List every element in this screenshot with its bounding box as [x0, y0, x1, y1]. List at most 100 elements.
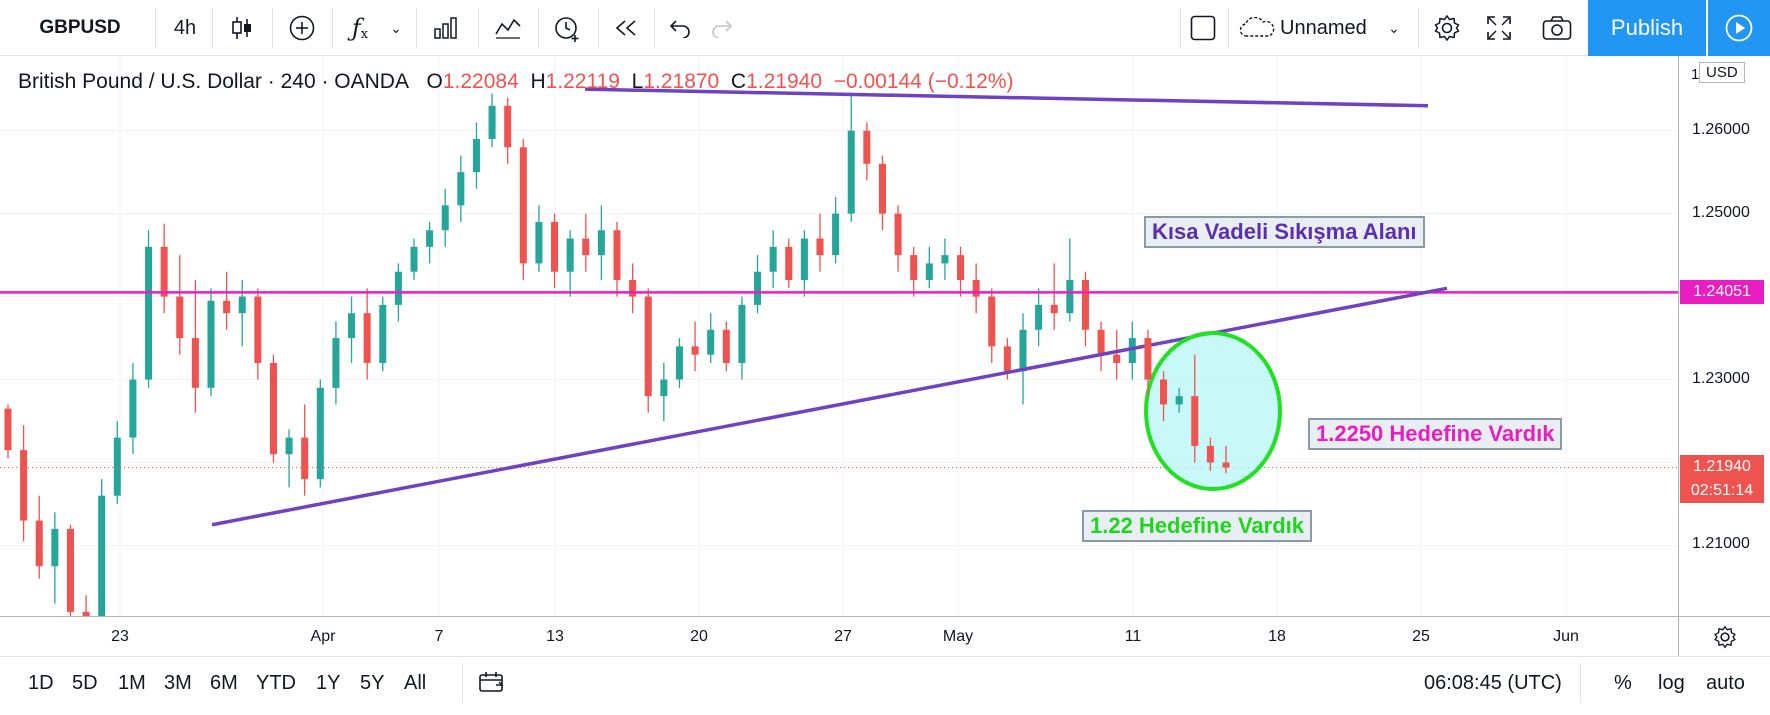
- candle-down: [878, 163, 886, 214]
- price-tick-label: 1.25000: [1692, 203, 1750, 221]
- candle-down: [82, 611, 90, 616]
- candle-up: [457, 172, 465, 206]
- range-button-1y[interactable]: 1Y: [316, 671, 341, 694]
- candle-up: [51, 528, 59, 567]
- candle-up: [1035, 304, 1043, 330]
- financials-icon[interactable]: [422, 0, 470, 56]
- currency-button[interactable]: USD: [1699, 62, 1745, 83]
- chevron-down-icon[interactable]: ⌄: [1388, 19, 1400, 36]
- interval-button[interactable]: 4h: [160, 0, 210, 56]
- symbol-search-button[interactable]: GBPUSD: [10, 0, 150, 56]
- candle-down: [4, 408, 12, 451]
- time-tick-label: May: [942, 628, 974, 645]
- date-range-icon[interactable]: [478, 657, 506, 709]
- chart-templates-icon[interactable]: [484, 0, 532, 56]
- legend-title: British Pound / U.S. Dollar · 240 · OAND…: [18, 70, 409, 93]
- candle-up: [832, 213, 840, 256]
- support-trendline[interactable]: [211, 286, 1448, 527]
- candle-down: [223, 300, 231, 314]
- annotation-target-2[interactable]: 1.22 Hedefine Vardık: [1082, 510, 1312, 542]
- time-tick-label: Apr: [310, 628, 336, 645]
- range-button-all[interactable]: All: [404, 671, 427, 694]
- range-button-1d[interactable]: 1D: [28, 671, 54, 694]
- layout-select-icon[interactable]: [1186, 0, 1220, 56]
- time-tick-label: 27: [834, 628, 852, 645]
- candle-up: [847, 130, 855, 214]
- candle-up: [394, 271, 402, 305]
- annotation-compression[interactable]: Kısa Vadeli Sıkışma Alanı: [1144, 216, 1425, 248]
- time-axis[interactable]: [0, 616, 1678, 656]
- alert-clock-icon[interactable]: [544, 0, 592, 56]
- layout-name: Unnamed: [1280, 16, 1367, 39]
- range-button-ytd[interactable]: YTD: [256, 671, 296, 694]
- candle-down: [35, 520, 43, 567]
- cloud-icon[interactable]: [1236, 0, 1278, 56]
- price-axis[interactable]: 1 USD: [1678, 56, 1770, 616]
- legend-high-value: 1.22119: [545, 70, 620, 93]
- legend-close-label: C: [730, 70, 747, 93]
- toolbar-divider: [1228, 8, 1229, 48]
- candle-up: [738, 304, 746, 363]
- resistance-trendline[interactable]: [584, 87, 1429, 108]
- fullscreen-icon[interactable]: [1476, 0, 1522, 56]
- candle-down: [1206, 445, 1214, 463]
- price-tick-label: 1.23000: [1692, 369, 1750, 387]
- range-button-1m[interactable]: 1M: [118, 671, 146, 694]
- candle-down: [863, 130, 871, 164]
- legend-open-value: 1.22084: [442, 70, 519, 93]
- candle-down: [957, 255, 965, 280]
- candle-up: [566, 238, 574, 272]
- compare-add-icon[interactable]: [278, 0, 326, 56]
- candle-down: [66, 528, 74, 612]
- candle-down: [1081, 280, 1089, 330]
- candle-up: [1019, 329, 1027, 372]
- chevron-down-icon[interactable]: ⌄: [390, 19, 402, 36]
- legend-high-label: H: [530, 70, 546, 93]
- camera-icon[interactable]: [1534, 0, 1580, 56]
- replay-icon[interactable]: [604, 0, 648, 56]
- utc-clock[interactable]: 06:08:45 (UTC): [1424, 671, 1562, 694]
- toolbar-divider: [1580, 663, 1581, 703]
- redo-icon[interactable]: [702, 0, 742, 56]
- price-chart[interactable]: [0, 56, 1678, 616]
- candle-up: [379, 304, 387, 363]
- auto-toggle[interactable]: auto: [1706, 671, 1745, 694]
- target-ellipse[interactable]: [1144, 331, 1282, 491]
- candle-up: [769, 246, 777, 272]
- layout-name-button[interactable]: Unnamed: [1280, 0, 1380, 56]
- candle-up: [1128, 338, 1136, 363]
- chart-settings-corner[interactable]: [1678, 616, 1770, 656]
- candle-down: [582, 238, 590, 256]
- play-button[interactable]: [1708, 0, 1770, 56]
- toolbar-divider: [1180, 8, 1181, 48]
- gear-icon[interactable]: [1424, 0, 1470, 56]
- candle-up: [316, 387, 324, 480]
- candles-style-icon[interactable]: [218, 0, 266, 56]
- range-button-6m[interactable]: 6M: [210, 671, 238, 694]
- log-toggle[interactable]: log: [1658, 671, 1685, 694]
- candle-down: [785, 246, 793, 280]
- candle-down: [20, 450, 28, 521]
- annotation-target-1[interactable]: 1.2250 Hedefine Vardık: [1308, 418, 1563, 450]
- legend-close-value: 1.21940: [746, 70, 823, 93]
- candlestick-series: [4, 93, 1136, 616]
- horizontal-level-tag: 1.24051: [1680, 280, 1764, 305]
- time-tick-label: 11: [1124, 628, 1142, 645]
- range-button-5d[interactable]: 5D: [72, 671, 98, 694]
- publish-button[interactable]: Publish: [1588, 0, 1706, 56]
- bottom-toolbar: 1D 5D 1M 3M 6M YTD 1Y 5Y All 06:08:45 (UTC) % lo…: [0, 656, 1770, 715]
- undo-icon[interactable]: [660, 0, 700, 56]
- candle-up: [348, 313, 356, 339]
- candle-down: [269, 362, 277, 455]
- candle-up: [441, 205, 449, 231]
- range-button-3m[interactable]: 3M: [164, 671, 192, 694]
- candle-down: [629, 280, 637, 297]
- candle-down: [1003, 346, 1011, 372]
- time-tick-label: Jun: [1553, 628, 1579, 645]
- percent-toggle[interactable]: %: [1614, 671, 1632, 694]
- candle-up: [488, 105, 496, 139]
- range-button-5y[interactable]: 5Y: [360, 671, 385, 694]
- candle-down: [1222, 462, 1230, 468]
